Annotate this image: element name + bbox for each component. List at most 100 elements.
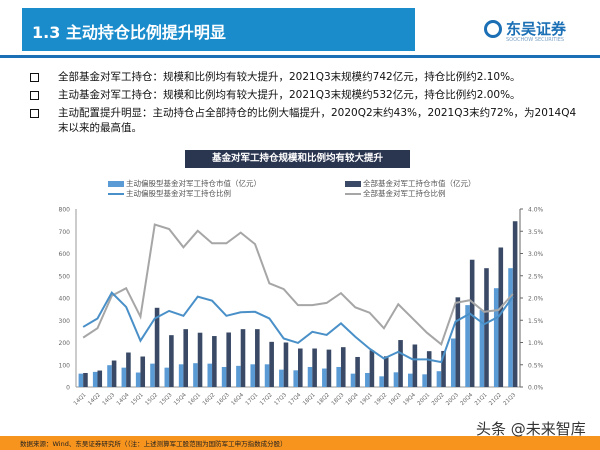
bar-active-fund — [293, 370, 298, 387]
bullet-item: 主动配置提升明显：主动持仓占全部持仓的比例大幅提升，2020Q2末约43%，20… — [30, 106, 585, 136]
bar-all-fund — [269, 341, 274, 387]
bar-active-fund — [150, 363, 155, 387]
bar-active-fund — [264, 364, 270, 387]
left-tick-label: 100 — [59, 362, 71, 369]
bar-all-fund — [169, 335, 174, 387]
x-tick-label: 17Q2 — [259, 392, 274, 407]
slide-header: 1.3 主动持仓比例提升明显 — [22, 8, 415, 51]
x-tick-label: 14Q4 — [116, 392, 131, 407]
bar-active-fund — [322, 368, 327, 387]
legend-item: 主动偏股型基金对军工持仓比例 — [108, 189, 261, 199]
x-tick-label: 14Q2 — [87, 392, 102, 407]
bar-active-fund — [221, 366, 227, 387]
legend-label: 全部基金对军工持仓市值（亿元） — [363, 179, 476, 188]
x-tick-label: 20Q3 — [445, 392, 460, 407]
x-tick-label: 21Q3 — [503, 392, 518, 407]
bar-all-fund — [126, 352, 131, 387]
x-tick-label: 18Q2 — [316, 392, 331, 407]
watermark: 头条 @未来智库 — [476, 420, 586, 438]
left-tick-label: 200 — [59, 340, 71, 347]
bullet-item: 主动基金对军工持仓：规模和比例均有较大提升，2021Q3末规模约532亿元，持仓… — [30, 88, 585, 103]
legend-swatch — [345, 193, 361, 195]
bar-all-fund — [212, 336, 217, 387]
x-tick-label: 16Q4 — [230, 392, 245, 407]
bar-active-fund — [121, 367, 127, 387]
left-tick-label: 300 — [59, 318, 71, 325]
bar-active-fund — [92, 371, 98, 387]
left-tick-label: 700 — [59, 229, 71, 236]
x-tick-label: 17Q1 — [245, 392, 260, 407]
x-tick-label: 18Q4 — [345, 392, 360, 407]
bullet-text: 主动配置提升明显：主动持仓占全部持仓的比例大幅提升，2020Q2末约43%，20… — [58, 107, 577, 134]
left-tick-label: 500 — [59, 273, 71, 280]
bar-all-fund — [255, 329, 260, 387]
bar-active-fund — [407, 373, 413, 387]
right-tick-label: 2.0% — [528, 296, 544, 303]
bar-all-fund — [283, 342, 289, 387]
x-tick-label: 19Q3 — [388, 392, 403, 407]
right-tick-label: 0.5% — [528, 362, 544, 369]
bullet-item: 全部基金对军工持仓：规模和比例均有较大提升，2021Q3末规模约742亿元，持仓… — [30, 70, 585, 85]
left-tick-label: 400 — [59, 296, 71, 303]
x-tick-label: 19Q2 — [374, 392, 389, 407]
bar-all-fund — [183, 329, 189, 387]
left-tick-label: 800 — [59, 207, 71, 214]
bar-all-fund — [412, 344, 418, 387]
bar-active-fund — [336, 366, 341, 387]
bar-all-fund — [469, 259, 475, 387]
bar-active-fund — [135, 372, 141, 387]
bar-active-fund — [350, 373, 356, 387]
bar-active-fund — [178, 364, 184, 387]
bar-all-fund — [240, 329, 246, 387]
x-tick-label: 19Q4 — [402, 392, 417, 407]
x-tick-label: 15Q2 — [144, 392, 159, 407]
logo-mark-icon — [484, 20, 502, 38]
x-tick-label: 20Q1 — [417, 392, 432, 407]
logo-text: 东吴证券 — [506, 20, 567, 38]
right-tick-label: 0.0% — [528, 385, 544, 392]
brand-logo: 东吴证券 SOOCHOW SECURITIES — [484, 18, 574, 46]
checkbox-bullet-icon — [30, 73, 39, 82]
bar-active-fund — [450, 338, 456, 387]
bar-all-fund — [197, 332, 203, 387]
line-all-ratio — [82, 223, 514, 346]
x-tick-label: 15Q3 — [159, 392, 174, 407]
x-tick-label: 17Q3 — [273, 392, 288, 407]
bar-active-fund — [508, 268, 513, 387]
x-tick-label: 20Q2 — [431, 392, 446, 407]
right-tick-label: 3.5% — [528, 229, 544, 236]
bar-active-fund — [78, 373, 84, 387]
bar-all-fund — [140, 356, 146, 387]
bar-active-fund — [365, 372, 370, 387]
bar-all-fund — [455, 297, 461, 387]
logo-subtext: SOOCHOW SECURITIES — [506, 37, 565, 43]
bar-all-fund — [340, 347, 346, 387]
right-tick-label: 1.0% — [528, 340, 544, 347]
left-tick-label: 0 — [66, 385, 70, 392]
legend-swatch — [345, 181, 361, 187]
line-active-ratio — [82, 291, 514, 364]
x-tick-label: 21Q2 — [488, 392, 503, 407]
chart-title: 基金对军工持仓规模和比例均有较大提升 — [185, 150, 410, 168]
bullet-text: 主动基金对军工持仓：规模和比例均有较大提升，2021Q3末规模约532亿元，持仓… — [58, 89, 521, 101]
bar-all-fund — [355, 356, 360, 387]
legend-left: 主动偏股型基金对军工持仓市值（亿元） 主动偏股型基金对军工持仓比例 — [108, 179, 261, 199]
bar-all-fund — [383, 356, 389, 387]
bar-all-fund — [484, 268, 489, 387]
bar-all-fund — [83, 372, 88, 387]
bar-active-fund — [107, 365, 112, 387]
x-tick-label: 18Q1 — [302, 392, 317, 407]
slide-title: 1.3 主动持仓比例提升明显 — [32, 23, 226, 42]
right-tick-label: 3.0% — [528, 251, 544, 258]
checkbox-bullet-icon — [30, 109, 39, 118]
legend-label: 主动偏股型基金对军工持仓市值（亿元） — [126, 179, 261, 188]
legend-label: 主动偏股型基金对军工持仓比例 — [126, 189, 231, 198]
bar-all-fund — [441, 350, 446, 387]
right-tick-label: 2.5% — [528, 273, 544, 280]
bar-active-fund — [164, 367, 170, 387]
bar-all-fund — [298, 348, 303, 387]
bullet-list: 全部基金对军工持仓：规模和比例均有较大提升，2021Q3末规模约742亿元，持仓… — [30, 70, 585, 139]
bar-all-fund — [512, 221, 518, 387]
x-tick-label: 15Q1 — [130, 392, 145, 407]
